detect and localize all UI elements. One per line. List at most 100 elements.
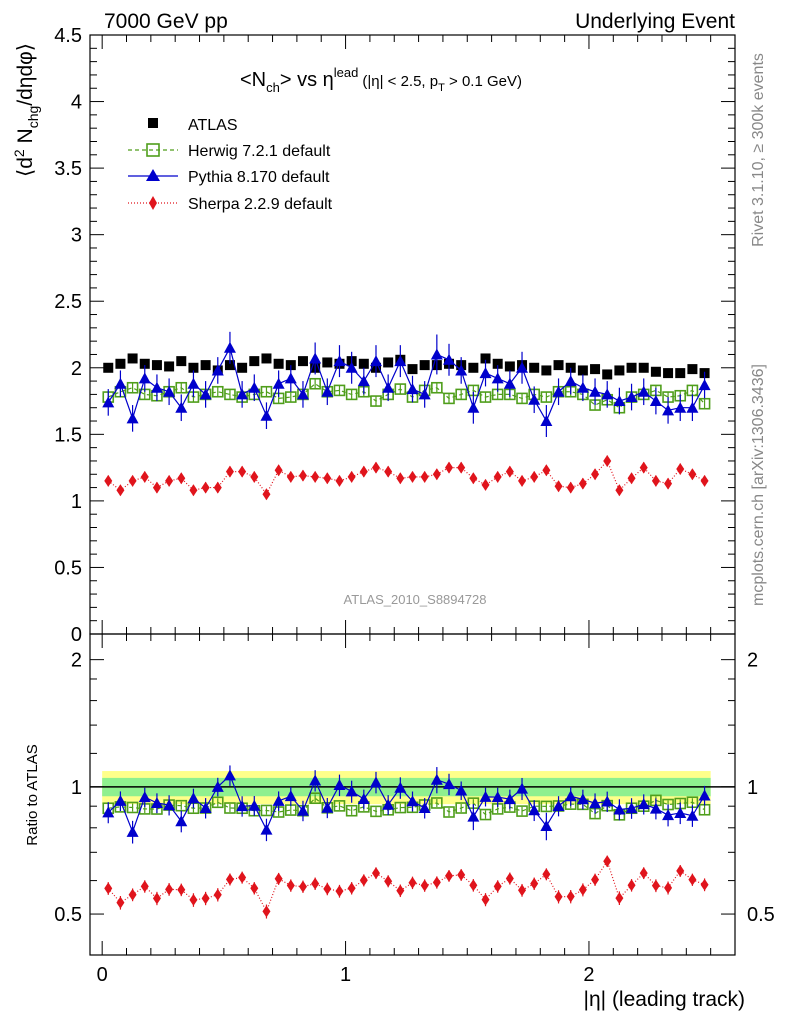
- ratio-point-sherpa: [676, 864, 685, 877]
- ratio-point-pythia: [333, 779, 346, 791]
- ratio-point-pythia: [138, 791, 151, 803]
- main-point-pythia: [272, 377, 285, 389]
- ratio-point-sherpa: [335, 885, 344, 898]
- ratio-point-sherpa: [286, 879, 295, 892]
- ratio-point-sherpa: [201, 892, 210, 905]
- main-point-sherpa: [700, 474, 709, 487]
- legend-entry-pythia: Pythia 8.170 default: [128, 169, 330, 186]
- main-point-herwig: [455, 388, 467, 401]
- main-point-herwig: [333, 384, 346, 397]
- main-point-atlas: [273, 358, 284, 369]
- main-point-sherpa: [445, 461, 454, 474]
- ratio-point-pythia: [430, 773, 443, 785]
- main-point-pythia: [333, 355, 346, 367]
- ratio-point-sherpa: [298, 880, 307, 893]
- main-point-sherpa: [128, 474, 137, 487]
- main-point-atlas: [504, 361, 515, 372]
- ratio-point-pythia: [175, 815, 188, 827]
- ratio-point-pythia: [102, 806, 115, 818]
- ratio-point-herwig: [345, 804, 358, 817]
- main-point-sherpa: [518, 474, 527, 487]
- main-point-sherpa: [566, 481, 575, 494]
- ratio-point-sherpa: [420, 879, 429, 892]
- main-point-pythia: [686, 401, 699, 413]
- main-point-pythia: [394, 355, 407, 367]
- ratio-x-ticks: 0 1 2: [97, 634, 712, 986]
- main-point-pythia: [150, 381, 163, 393]
- main-point-pythia: [260, 409, 273, 421]
- main-point-atlas: [492, 358, 503, 369]
- ratio-point-pythia: [309, 774, 322, 786]
- ratio-point-pythia: [345, 785, 358, 797]
- main-point-pythia: [443, 353, 456, 365]
- ratio-point-pythia: [163, 799, 176, 811]
- main-point-sherpa: [359, 465, 368, 478]
- legend-entry-herwig: Herwig 7.2.1 default: [128, 143, 331, 160]
- main-point-sherpa: [201, 481, 210, 494]
- main-point-herwig: [370, 395, 382, 407]
- main-point-pythia: [236, 388, 249, 400]
- main-point-atlas: [590, 364, 601, 375]
- ratio-point-sherpa: [323, 882, 332, 895]
- ratio-point-sherpa: [262, 905, 271, 918]
- ratio-point-pythia: [637, 798, 650, 810]
- ratio-point-herwig: [455, 802, 467, 814]
- ratio-point-pythia: [114, 794, 127, 806]
- main-point-sherpa: [104, 474, 113, 487]
- ratio-series-pythia: [102, 765, 711, 844]
- ratio-point-herwig: [540, 800, 553, 813]
- main-point-atlas: [577, 365, 588, 376]
- main-point-atlas: [407, 364, 418, 375]
- ratio-y-axis-label: Ratio to ATLAS: [24, 744, 41, 845]
- ratio-point-pythia: [211, 780, 224, 792]
- main-point-atlas: [249, 356, 260, 367]
- ratio-point-sherpa: [664, 881, 673, 894]
- ratio-point-pythia: [223, 769, 236, 781]
- ratio-series-sherpa: [104, 855, 709, 919]
- main-point-pythia: [625, 391, 638, 403]
- ratio-point-sherpa: [189, 893, 198, 906]
- ratio-line-sherpa: [107, 859, 705, 913]
- ratio-point-sherpa: [225, 873, 234, 886]
- ratio-point-sherpa: [311, 877, 320, 890]
- ratio-point-herwig: [443, 806, 455, 818]
- main-point-sherpa: [420, 470, 429, 483]
- ratio-point-sherpa: [104, 882, 113, 895]
- main-point-pythia: [357, 375, 370, 387]
- ratio-point-sherpa: [591, 873, 600, 886]
- main-point-sherpa: [469, 472, 478, 485]
- main-point-pythia: [576, 381, 589, 393]
- ratio-point-pythia: [443, 778, 456, 790]
- main-point-pythia: [102, 396, 115, 408]
- ratio-y-tick-label-right: 0.5: [747, 904, 775, 926]
- main-point-pythia: [589, 385, 602, 397]
- main-point-pythia: [199, 388, 212, 400]
- ratio-point-sherpa: [457, 868, 466, 881]
- main-y-tick-label: 4.5: [54, 25, 82, 47]
- main-point-sherpa: [165, 474, 174, 487]
- main-point-atlas: [675, 368, 686, 379]
- main-point-sherpa: [493, 470, 502, 483]
- ratio-point-pythia: [272, 794, 285, 806]
- main-point-pythia: [175, 401, 188, 413]
- main-point-atlas: [127, 353, 138, 364]
- main-series-sherpa: [104, 454, 709, 501]
- ratio-point-pythia: [540, 819, 553, 831]
- ratio-y-ticks: 0.5 0.5 1 1 2 2: [54, 650, 775, 926]
- ratio-point-sherpa: [615, 892, 624, 905]
- main-point-sherpa: [177, 472, 186, 485]
- main-point-pythia: [540, 415, 553, 427]
- ratio-point-pythia: [382, 798, 395, 810]
- ratio-point-sherpa: [518, 884, 527, 897]
- main-point-atlas: [602, 369, 613, 380]
- main-point-herwig: [126, 381, 139, 394]
- ratio-point-pythia: [187, 792, 200, 804]
- main-point-sherpa: [591, 468, 600, 481]
- ratio-point-sherpa: [165, 883, 174, 896]
- ratio-point-pythia: [649, 802, 662, 814]
- main-point-pythia: [345, 361, 358, 373]
- ratio-panel-frame: [89, 633, 736, 956]
- ratio-point-pythia: [479, 790, 492, 802]
- main-x-ticks: [101, 35, 712, 634]
- main-point-pythia: [698, 379, 711, 391]
